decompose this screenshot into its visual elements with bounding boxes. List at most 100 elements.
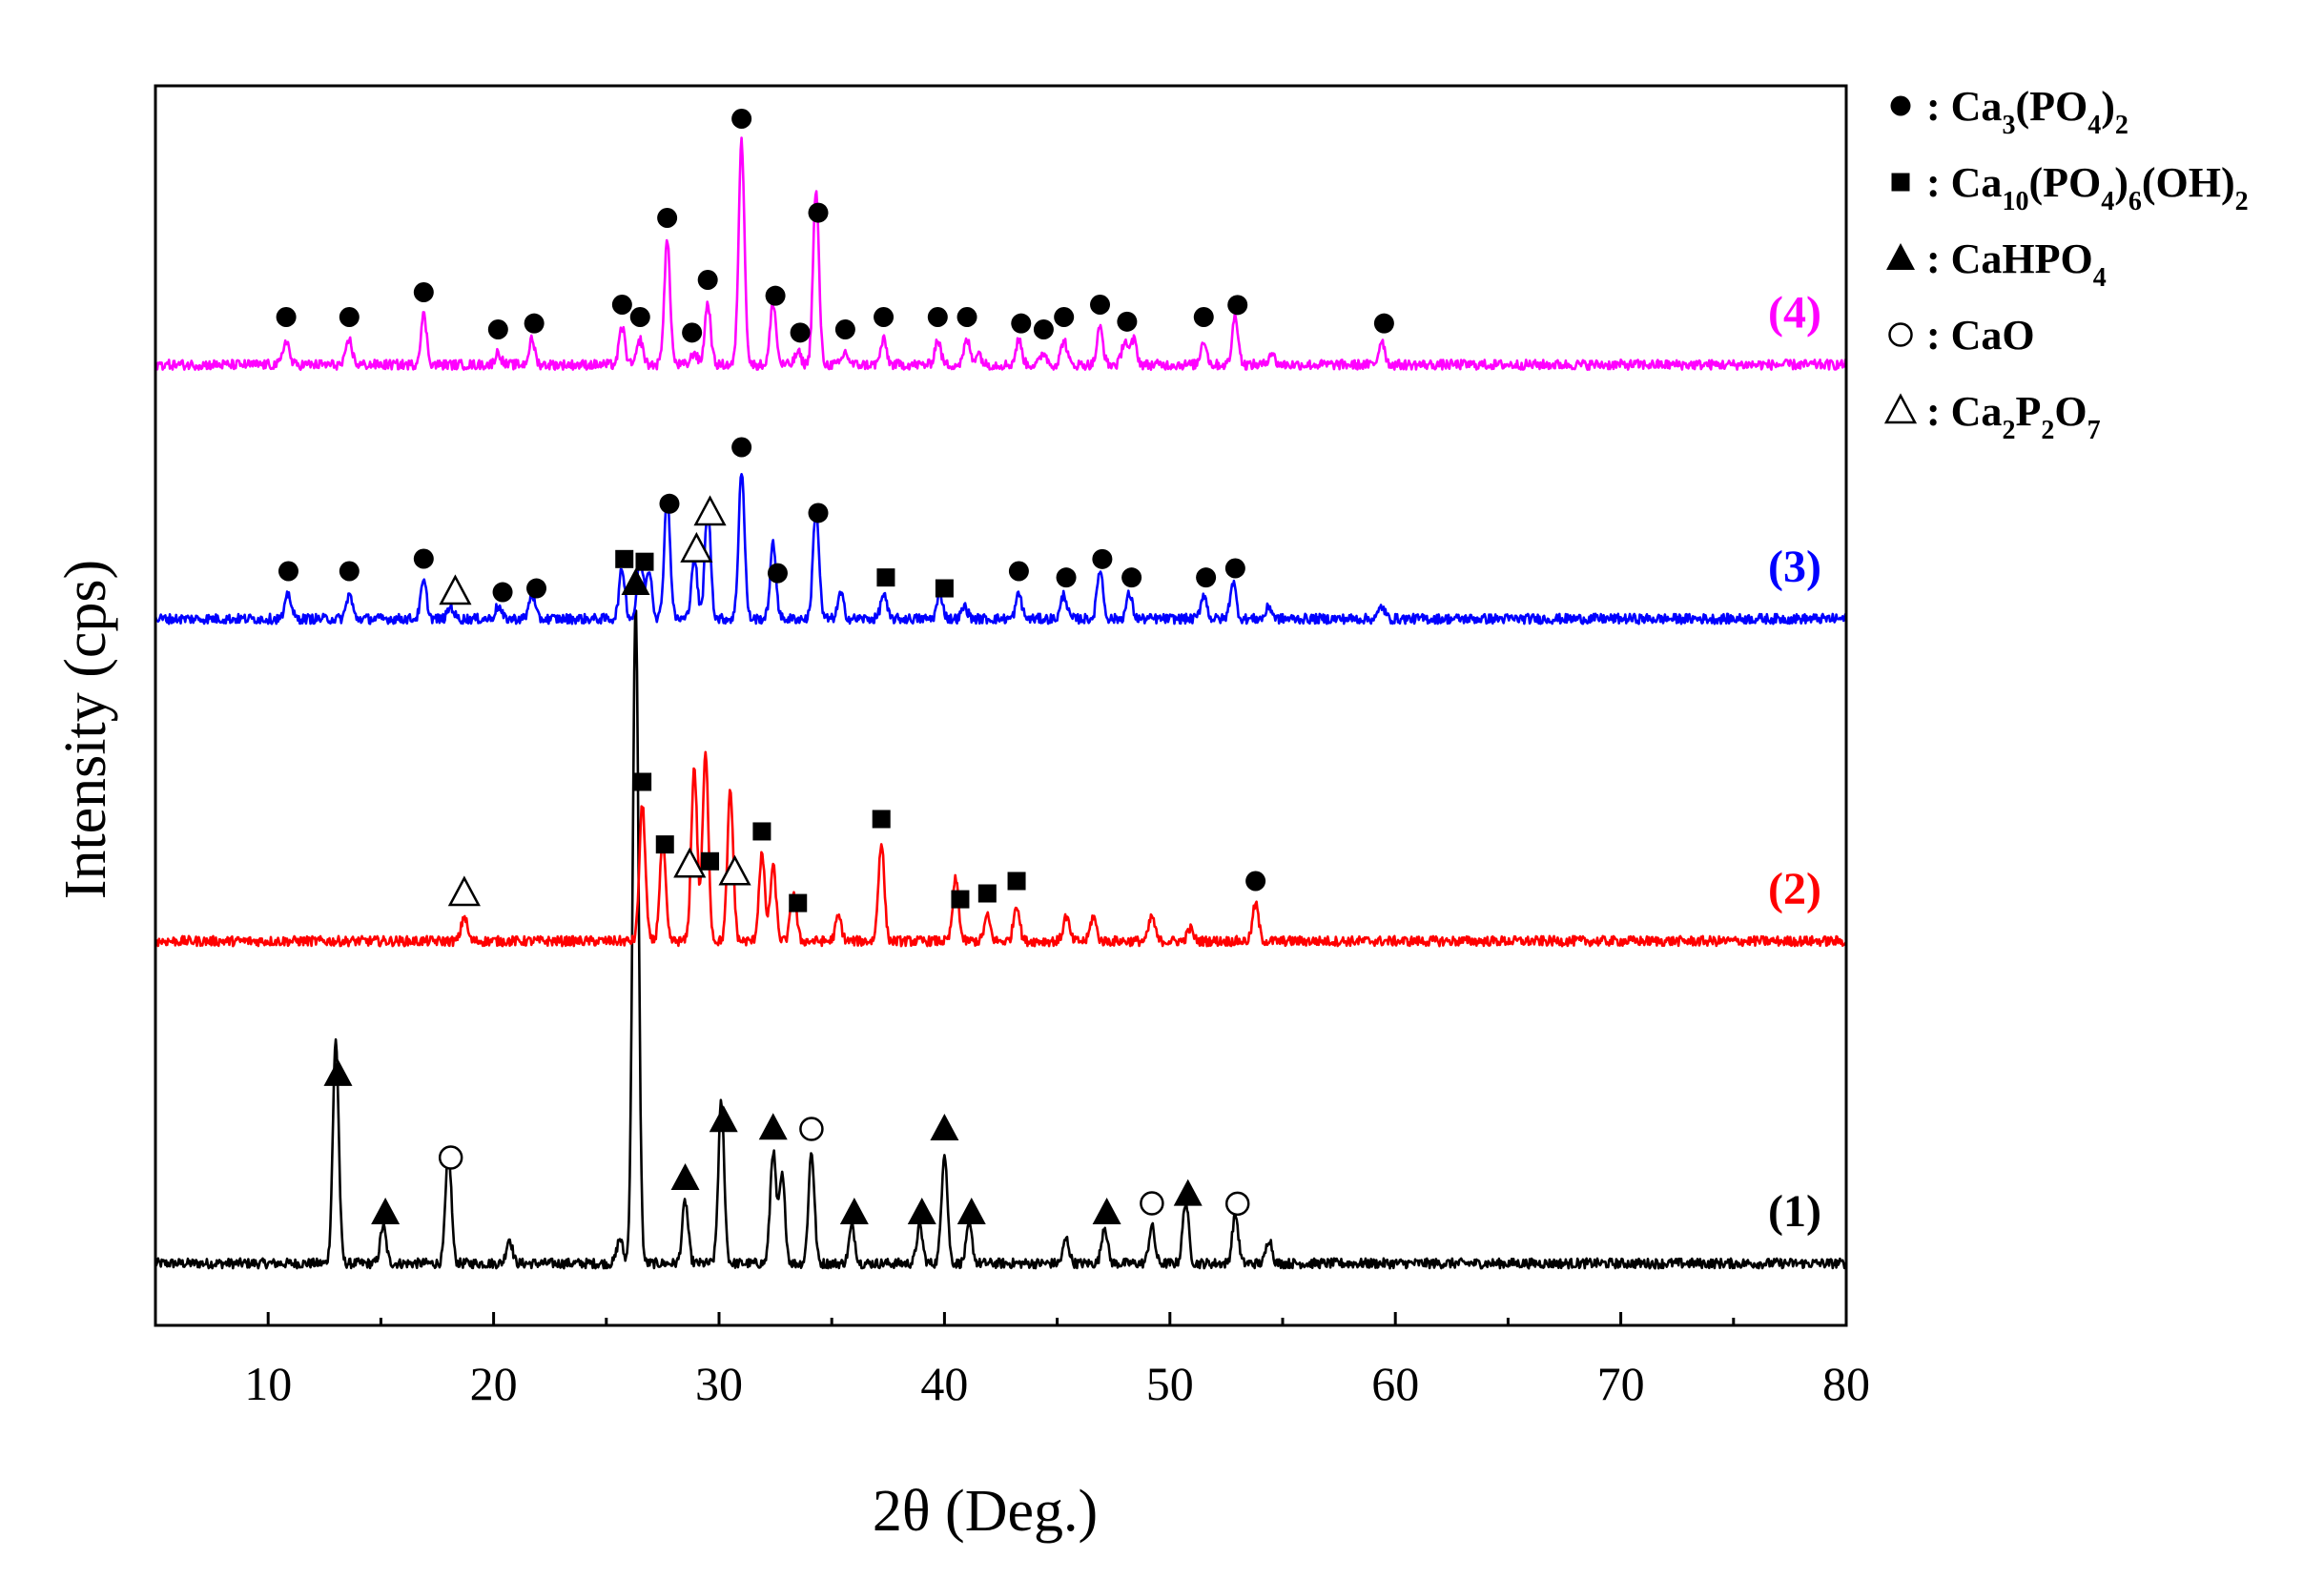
peak-marker-2-9 <box>951 890 970 909</box>
peak-marker-2-11 <box>1007 872 1026 891</box>
peak-marker-1-2 <box>438 1145 463 1170</box>
peak-marker-3-4 <box>492 582 513 603</box>
legend-label: : CaO <box>1926 312 2035 359</box>
peak-marker-4-14 <box>834 319 855 339</box>
plot-frame <box>154 84 1848 1327</box>
peak-marker-4-23 <box>1193 307 1214 327</box>
peak-marker-4-5 <box>611 295 632 315</box>
peak-marker-1-8 <box>839 1197 869 1224</box>
peak-marker-2-7 <box>789 893 808 913</box>
peak-marker-3-17 <box>1056 567 1077 588</box>
peak-marker-2-8 <box>872 810 891 829</box>
peak-marker-2-10 <box>977 884 997 903</box>
peak-marker-3-8 <box>659 493 680 514</box>
x-axis-label: 2θ (Deg.) <box>873 1479 1098 1544</box>
peak-marker-4-7 <box>657 208 678 228</box>
peak-marker-1-3 <box>621 568 650 595</box>
peak-marker-4-8 <box>682 322 703 343</box>
peak-marker-3-10 <box>693 495 727 526</box>
peak-marker-4-4 <box>524 313 545 334</box>
series-label-3: (3) <box>1768 542 1821 592</box>
peak-marker-4-20 <box>1054 307 1075 327</box>
peak-marker-4-3 <box>487 319 508 339</box>
peak-marker-2-2 <box>655 835 674 854</box>
peak-marker-2-0 <box>447 875 481 907</box>
series-layer <box>155 136 1846 1270</box>
peak-marker-4-24 <box>1227 295 1248 316</box>
legend-item-4: : Ca2P2O7 <box>1883 388 2101 445</box>
peak-marker-2-6 <box>752 822 771 841</box>
legend-item-1: : Ca10(PO4)6(OH)2 <box>1891 159 2249 216</box>
x-tick-label-10: 10 <box>244 1357 292 1410</box>
x-tick-label-60: 60 <box>1371 1357 1419 1410</box>
legend-label: : Ca3(PO4)2 <box>1926 83 2129 140</box>
peak-marker-3-9 <box>680 531 713 563</box>
peak-marker-3-12 <box>767 563 788 584</box>
peak-marker-4-13 <box>808 202 829 223</box>
x-axis: 10 20 30 40 50 60 70 80 <box>244 1312 1870 1410</box>
peak-marker-3-18 <box>1092 548 1113 569</box>
peak-marker-3-2 <box>413 548 434 569</box>
peak-marker-1-10 <box>930 1114 959 1140</box>
legend-label: : Ca10(PO4)6(OH)2 <box>1926 159 2249 216</box>
peak-marker-1-13 <box>1140 1191 1164 1216</box>
peak-marker-3-15 <box>935 579 954 598</box>
peak-marker-4-0 <box>276 307 297 327</box>
peak-marker-3-16 <box>1008 561 1029 582</box>
peak-marker-1-4 <box>670 1163 700 1190</box>
peak-marker-3-5 <box>526 578 547 599</box>
x-tick-label-40: 40 <box>920 1357 968 1410</box>
peak-marker-3-0 <box>278 561 298 582</box>
peak-marker-4-17 <box>956 306 977 327</box>
legend-marker-filled-square <box>1891 173 1910 192</box>
peak-marker-4-21 <box>1090 295 1111 315</box>
series-label-1: (1) <box>1768 1186 1821 1237</box>
series-label-2: (2) <box>1768 864 1821 914</box>
peak-marker-2-5 <box>718 854 751 886</box>
peak-marker-4-25 <box>1373 313 1394 334</box>
peak-marker-1-12 <box>1092 1197 1121 1224</box>
series-label-layer: (1) (2) (3) (4) <box>1768 288 1821 1238</box>
peak-marker-1-9 <box>907 1197 936 1224</box>
series-label-4: (4) <box>1768 288 1821 338</box>
legend-item-2: : CaHPO4 <box>1886 236 2107 293</box>
marker-layer <box>276 109 1394 1224</box>
x-tick-label-30: 30 <box>695 1357 743 1410</box>
peak-marker-4-15 <box>874 307 895 327</box>
legend-label: : Ca2P2O7 <box>1926 388 2101 445</box>
x-tick-label-20: 20 <box>470 1357 518 1410</box>
peak-marker-4-11 <box>765 285 786 306</box>
peak-marker-3-1 <box>339 561 360 582</box>
legend-item-0: : Ca3(PO4)2 <box>1890 83 2129 140</box>
peak-marker-3-7 <box>635 552 654 571</box>
peak-marker-2-12 <box>1245 871 1266 892</box>
peak-marker-4-10 <box>731 109 752 129</box>
x-tick-label-50: 50 <box>1146 1357 1194 1410</box>
series-line-3 <box>155 473 1846 625</box>
legend: : Ca3(PO4)2 : Ca10(PO4)6(OH)2 : CaHPO4 : Ca… <box>1883 83 2249 445</box>
peak-marker-4-16 <box>927 307 948 327</box>
peak-marker-4-18 <box>1011 313 1032 334</box>
series-line-1 <box>155 609 1846 1270</box>
peak-marker-1-14 <box>1173 1179 1203 1206</box>
peak-marker-3-19 <box>1121 567 1142 588</box>
peak-marker-4-6 <box>629 307 650 327</box>
peak-marker-4-22 <box>1117 311 1138 332</box>
legend-marker-open-circle <box>1888 322 1913 347</box>
peak-marker-2-3 <box>673 847 707 878</box>
x-tick-label-80: 80 <box>1822 1357 1870 1410</box>
legend-marker-filled-circle <box>1890 95 1911 116</box>
peak-marker-2-4 <box>701 851 720 871</box>
peak-marker-4-2 <box>413 282 434 302</box>
legend-marker-open-triangle <box>1883 393 1918 424</box>
peak-marker-3-13 <box>808 502 829 523</box>
peak-marker-3-21 <box>1224 558 1245 579</box>
peak-marker-2-1 <box>633 772 652 791</box>
peak-marker-1-7 <box>799 1117 824 1141</box>
legend-label: : CaHPO4 <box>1926 236 2107 293</box>
legend-marker-filled-triangle <box>1886 243 1915 270</box>
peak-marker-4-12 <box>790 322 811 343</box>
peak-marker-3-6 <box>615 549 634 568</box>
peak-marker-1-15 <box>1224 1191 1250 1217</box>
